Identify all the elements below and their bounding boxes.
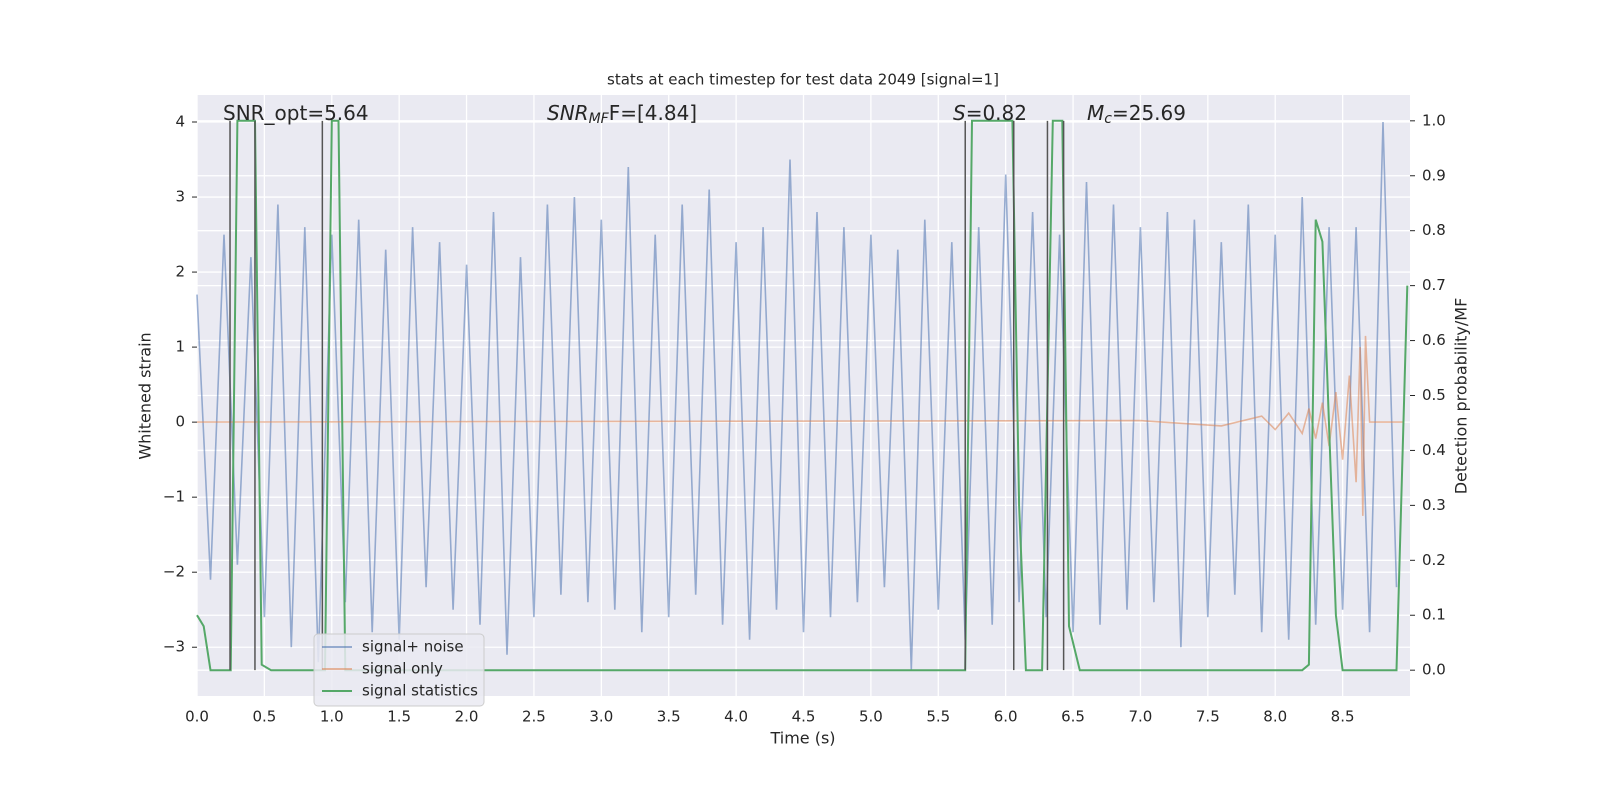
x-tick-label: 4.5 xyxy=(792,708,816,726)
legend-label: signal statistics xyxy=(362,682,478,700)
y2-tick-label: 1.0 xyxy=(1422,111,1446,129)
legend: signal+ noise signal only signal statistic… xyxy=(313,633,485,707)
x-tick-label: 3.0 xyxy=(589,708,613,726)
series-line xyxy=(196,121,1398,670)
x-tick-label: 4.0 xyxy=(724,708,748,726)
x-tick-label: 3.5 xyxy=(657,708,681,726)
legend-label: signal only xyxy=(362,660,443,678)
legend-box xyxy=(313,633,485,707)
marks xyxy=(196,119,1409,672)
x-tick-label: 8.0 xyxy=(1263,708,1287,726)
y-tick-label: 1 xyxy=(175,338,185,356)
annotation-part: M xyxy=(1087,101,1104,125)
series-line xyxy=(196,335,1404,516)
series-line xyxy=(196,119,1409,672)
y2-tick-label: 0.2 xyxy=(1422,551,1446,569)
x-tick-label: 8.5 xyxy=(1331,708,1355,726)
overlay xyxy=(229,120,1065,671)
y-tick-label: −1 xyxy=(163,488,185,506)
x-tick-label: 5.0 xyxy=(859,708,883,726)
annotation: SNR_opt=5.64 xyxy=(223,101,369,125)
y-axis-label: Whitened strain xyxy=(136,332,155,459)
annotation: SNRMFF=[4.84] xyxy=(547,101,697,128)
y2-tick-label: 0.3 xyxy=(1422,496,1446,514)
y2-tick-label: 0.1 xyxy=(1422,606,1446,624)
chart-title: stats at each timestep for test data 204… xyxy=(607,71,999,89)
y-tick-label: −3 xyxy=(163,638,185,656)
y2-tick-label: 0.8 xyxy=(1422,221,1446,239)
annotation-part: =25.69 xyxy=(1112,101,1186,125)
annotation: S=0.82 xyxy=(953,101,1027,125)
x-tick-label: 1.0 xyxy=(320,708,344,726)
x-tick-label: 7.0 xyxy=(1129,708,1153,726)
x-tick-label: 5.5 xyxy=(926,708,950,726)
y-tick-label: 4 xyxy=(175,113,185,131)
x-tick-label: 2.5 xyxy=(522,708,546,726)
annotation-part: S xyxy=(953,101,966,125)
annotation-part: MF xyxy=(589,111,610,127)
legend-label: signal+ noise xyxy=(362,638,464,656)
y-tick-label: 0 xyxy=(175,413,185,431)
annotation-part: =0.82 xyxy=(966,101,1027,125)
y2-tick-label: 0.6 xyxy=(1422,331,1446,349)
y-tick-label: 2 xyxy=(175,263,185,281)
y-tick-label: 3 xyxy=(175,188,185,206)
y2-axis-label: Detection probability/MF xyxy=(1452,298,1471,495)
annotation-part: SNR xyxy=(547,101,589,125)
x-tick-label: 7.5 xyxy=(1196,708,1220,726)
y2-tick-label: 0.0 xyxy=(1422,661,1446,679)
x-tick-label: 6.5 xyxy=(1061,708,1085,726)
annotation-part: F=[4.84] xyxy=(609,101,697,125)
annotation: Mc=25.69 xyxy=(1087,101,1186,128)
x-tick-label: 0.0 xyxy=(185,708,209,726)
x-tick-label: 2.0 xyxy=(455,708,479,726)
x-tick-label: 0.5 xyxy=(252,708,276,726)
x-axis-label: Time (s) xyxy=(769,729,835,748)
x-tick-label: 1.5 xyxy=(387,708,411,726)
x-tick-label: 6.0 xyxy=(994,708,1018,726)
y-tick-label: −2 xyxy=(163,563,185,581)
y2-tick-label: 0.4 xyxy=(1422,441,1446,459)
annotation-part: c xyxy=(1104,111,1112,127)
y2-tick-label: 0.7 xyxy=(1422,276,1446,294)
y2-tick-label: 0.9 xyxy=(1422,166,1446,184)
y2-tick-label: 0.5 xyxy=(1422,386,1446,404)
annotation-part: SNR_opt=5.64 xyxy=(223,101,369,125)
